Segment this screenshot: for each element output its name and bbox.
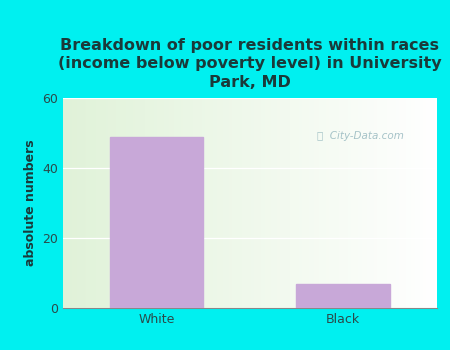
Title: Breakdown of poor residents within races
(income below poverty level) in Univers: Breakdown of poor residents within races… xyxy=(58,38,441,90)
Bar xyxy=(297,284,390,308)
Bar xyxy=(110,136,203,308)
Y-axis label: absolute numbers: absolute numbers xyxy=(24,140,37,266)
Text: ⓘ  City-Data.com: ⓘ City-Data.com xyxy=(317,131,404,141)
